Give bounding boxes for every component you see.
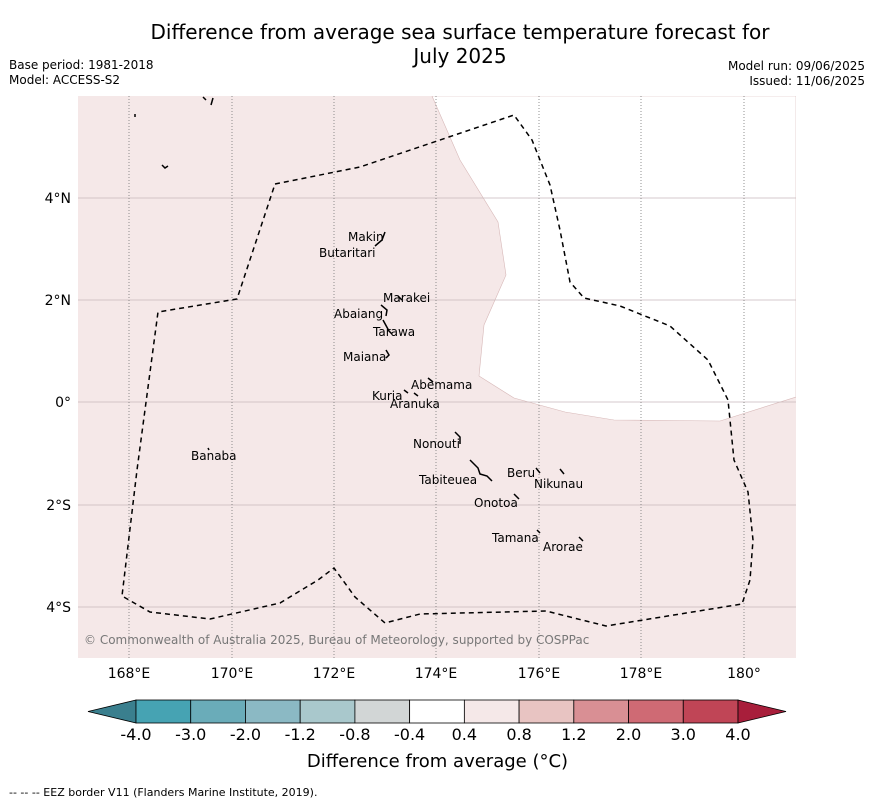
x-tick-label: 168°E <box>108 666 151 682</box>
colorbar-segment <box>628 699 684 724</box>
x-tick-label: 170°E <box>211 666 254 682</box>
colorbar-tick-label: -3.0 <box>175 725 207 744</box>
x-tick-label: 180° <box>727 666 761 682</box>
colorbar-tick-label: -0.4 <box>394 725 426 744</box>
colorbar-segment <box>573 699 629 724</box>
meta-right: Model run: 09/06/2025 Issued: 11/06/2025 <box>728 59 865 89</box>
island-label-onotoa: Onotoa <box>474 496 518 510</box>
island-label-tabiteuea: Tabiteuea <box>418 473 477 487</box>
colorbar-segment <box>299 699 356 724</box>
colorbar-tick-label: 0.4 <box>451 725 478 744</box>
island-label-aranuka: Aranuka <box>390 397 440 411</box>
y-axis-ticks: 4°N 2°N 0° 2°S 4°S <box>45 191 72 616</box>
eez-border <box>121 114 754 627</box>
colorbar-tick-label: 3.0 <box>670 725 696 744</box>
x-tick-label: 176°E <box>518 666 561 682</box>
island-label-nonouti: Nonouti <box>413 437 460 451</box>
colorbar-tick-label: -2.0 <box>229 725 262 744</box>
colorbar-segment <box>354 699 411 724</box>
x-axis-ticks: 168°E 170°E 172°E 174°E 176°E 178°E 180° <box>108 666 761 682</box>
island-label-marakei: Marakei <box>383 291 430 305</box>
island-label-nikunau: Nikunau <box>534 477 583 491</box>
colorbar-tick-label: 4.0 <box>725 725 751 744</box>
colorbar-tick-label: 1.2 <box>561 725 587 744</box>
model-name: Model: ACCESS-S2 <box>9 73 121 87</box>
colorbar <box>87 699 787 724</box>
colorbar-segment <box>409 699 465 724</box>
island-label-tamana: Tamana <box>491 531 539 545</box>
neutral-anomaly-region <box>431 96 796 422</box>
island-label-banaba: Banaba <box>191 449 237 463</box>
y-tick-label: 2°S <box>46 498 71 514</box>
title-line-1: Difference from average sea surface temp… <box>150 20 770 44</box>
colorbar-tick-label: -0.8 <box>339 725 371 744</box>
colorbar-tick-label: -4.0 <box>120 725 152 744</box>
island-outlines <box>134 96 584 542</box>
colorbar-segment <box>245 699 301 724</box>
island-label-butaritari: Butaritari <box>319 246 376 260</box>
y-tick-label: 2°N <box>45 293 71 309</box>
colorbar-tick-label: -1.2 <box>284 725 316 744</box>
colorbar-tick-label: 2.0 <box>615 725 642 744</box>
island-label-abemama: Abemama <box>411 378 472 392</box>
island-label-tarawa: Tarawa <box>372 325 415 339</box>
latitude-gridlines <box>78 197 796 608</box>
chart-title: Difference from average sea surface temp… <box>60 20 860 68</box>
title-line-2: July 2025 <box>413 44 507 68</box>
colorbar-segment <box>463 699 520 724</box>
colorbar-title: Difference from average (°C) <box>306 751 569 772</box>
colorbar-tick-label: 0.8 <box>506 725 532 744</box>
y-tick-label: 0° <box>55 395 71 411</box>
issued-date: Issued: 11/06/2025 <box>749 74 865 88</box>
colorbar-segment <box>190 699 246 724</box>
eez-footnote: -- -- -- EEZ border V11 (Flanders Marine… <box>9 786 318 799</box>
y-tick-label: 4°S <box>46 600 71 616</box>
colorbar-segment <box>135 699 192 724</box>
longitude-gridlines <box>128 96 745 658</box>
model-run: Model run: 09/06/2025 <box>727 59 865 73</box>
colorbar-segment <box>518 699 575 724</box>
base-period: Base period: 1981-2018 <box>9 58 154 72</box>
colorbar-arrow-high <box>737 699 787 724</box>
island-label-abaiang: Abaiang <box>334 307 383 321</box>
island-label-makin: Makin <box>348 230 384 244</box>
island-label-arorae: Arorae <box>543 540 583 554</box>
x-tick-label: 172°E <box>313 666 356 682</box>
x-tick-label: 174°E <box>415 666 458 682</box>
x-tick-label: 178°E <box>620 666 663 682</box>
colorbar-segment <box>682 699 739 724</box>
island-label-kuria: Kuria <box>372 389 403 403</box>
y-tick-label: 4°N <box>45 191 71 207</box>
meta-left: Base period: 1981-2018 Model: ACCESS-S2 <box>9 58 154 88</box>
island-label-maiana: Maiana <box>343 350 386 364</box>
colorbar-arrow-low <box>87 699 137 724</box>
island-label-beru: Beru <box>507 466 535 480</box>
copyright-notice: © Commonwealth of Australia 2025, Bureau… <box>84 633 589 647</box>
